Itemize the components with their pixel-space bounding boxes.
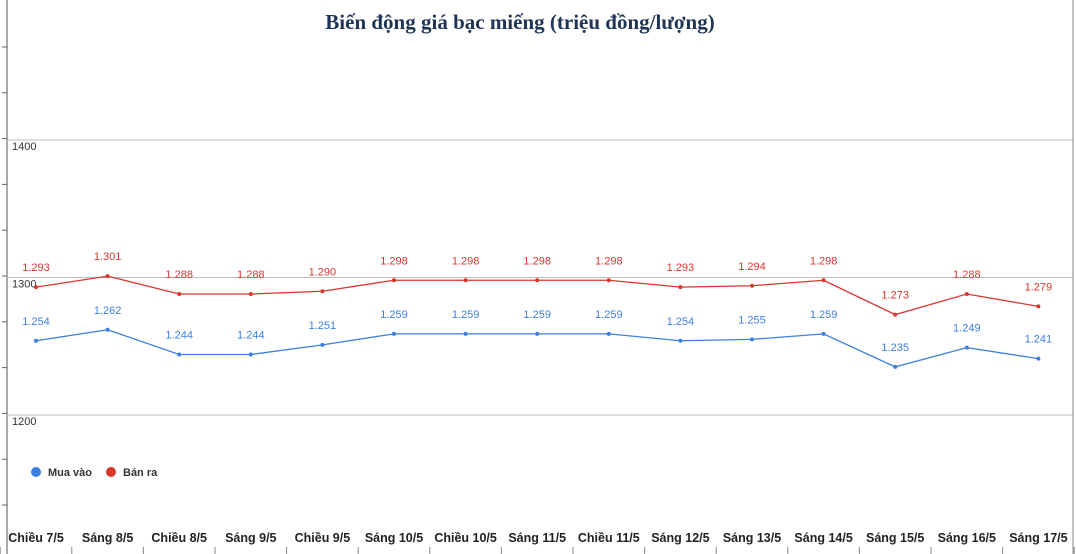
data-point-ban-ra bbox=[750, 283, 754, 288]
data-label-ban-ra: 1.290 bbox=[309, 266, 337, 278]
data-point-ban-ra bbox=[1036, 304, 1041, 309]
data-point-ban-ra bbox=[821, 278, 826, 283]
x-tick-label: Sáng 15/5 bbox=[866, 531, 924, 545]
data-point-ban-ra bbox=[392, 278, 396, 283]
data-label-ban-ra: 1.288 bbox=[237, 269, 265, 281]
legend-marker-mua-vao bbox=[31, 467, 41, 477]
data-point-ban-ra bbox=[320, 289, 325, 294]
legend-label-mua-vao: Mua vào bbox=[48, 467, 92, 479]
legend-marker-ban-ra bbox=[106, 467, 116, 477]
x-tick-label: Sáng 13/5 bbox=[723, 531, 781, 545]
data-label-ban-ra: 1.298 bbox=[452, 255, 480, 267]
x-tick-label: Sáng 16/5 bbox=[938, 531, 996, 545]
data-label-mua-vao: 1.251 bbox=[309, 320, 337, 332]
x-tick-label: Chiều 9/5 bbox=[295, 531, 351, 545]
data-point-ban-ra bbox=[964, 292, 969, 296]
data-label-ban-ra: 1.293 bbox=[667, 262, 695, 274]
data-point-mua-vao bbox=[248, 352, 253, 357]
x-tick-label: Sáng 11/5 bbox=[508, 531, 566, 545]
data-point-ban-ra bbox=[248, 292, 253, 296]
x-tick-label: Sáng 17/5 bbox=[1009, 531, 1067, 545]
data-point-ban-ra bbox=[105, 274, 110, 279]
y-tick-label-1400: 1400 bbox=[12, 141, 36, 153]
data-label-ban-ra: 1.288 bbox=[165, 269, 193, 281]
x-tick-label: Sáng 9/5 bbox=[225, 531, 276, 545]
data-label-ban-ra: 1.298 bbox=[595, 255, 623, 267]
data-label-mua-vao: 1.244 bbox=[165, 330, 193, 342]
data-label-mua-vao: 1.259 bbox=[380, 309, 408, 321]
data-label-mua-vao: 1.259 bbox=[595, 309, 623, 321]
chart-title: Biến động giá bạc miếng (triệu đồng/lượn… bbox=[325, 10, 715, 34]
data-point-mua-vao bbox=[463, 331, 468, 336]
data-label-ban-ra: 1.293 bbox=[22, 262, 50, 274]
data-label-mua-vao: 1.255 bbox=[738, 314, 766, 326]
data-point-ban-ra bbox=[34, 285, 38, 290]
data-point-mua-vao bbox=[34, 338, 38, 343]
data-label-mua-vao: 1.244 bbox=[237, 330, 265, 342]
x-tick-label: Chiều 10/5 bbox=[434, 531, 497, 545]
x-tick-label: Chiều 7/5 bbox=[8, 531, 64, 545]
y-tick-label-1300: 1300 bbox=[12, 279, 36, 291]
data-label-mua-vao: 1.262 bbox=[94, 305, 122, 317]
x-tick-label: Sáng 12/5 bbox=[651, 531, 709, 545]
data-label-mua-vao: 1.235 bbox=[881, 342, 909, 354]
x-tick-label: Chiều 11/5 bbox=[578, 531, 640, 545]
data-point-mua-vao bbox=[893, 364, 898, 369]
x-tick-label: Sáng 8/5 bbox=[82, 531, 133, 545]
data-point-mua-vao bbox=[964, 345, 969, 350]
data-point-ban-ra bbox=[535, 278, 540, 283]
data-point-ban-ra bbox=[678, 285, 683, 290]
data-point-ban-ra bbox=[463, 278, 468, 283]
data-label-mua-vao: 1.254 bbox=[667, 316, 695, 328]
y-tick-label-1200: 1200 bbox=[12, 416, 36, 428]
data-label-ban-ra: 1.273 bbox=[881, 290, 909, 302]
data-point-mua-vao bbox=[821, 331, 826, 336]
data-point-mua-vao bbox=[1036, 356, 1041, 361]
data-point-ban-ra bbox=[606, 278, 611, 283]
data-point-mua-vao bbox=[392, 331, 396, 336]
data-label-mua-vao: 1.241 bbox=[1025, 334, 1053, 346]
data-label-ban-ra: 1.298 bbox=[810, 255, 838, 267]
data-point-ban-ra bbox=[893, 312, 898, 317]
data-label-ban-ra: 1.294 bbox=[738, 261, 766, 273]
legend-label-ban-ra: Bán ra bbox=[123, 467, 158, 479]
data-label-mua-vao: 1.259 bbox=[523, 309, 551, 321]
data-label-mua-vao: 1.259 bbox=[810, 309, 838, 321]
data-point-mua-vao bbox=[177, 352, 182, 357]
data-label-ban-ra: 1.301 bbox=[94, 251, 122, 263]
data-label-ban-ra: 1.298 bbox=[380, 255, 408, 267]
data-point-ban-ra bbox=[177, 292, 182, 296]
data-label-mua-vao: 1.259 bbox=[452, 309, 480, 321]
data-point-mua-vao bbox=[678, 338, 683, 343]
data-label-ban-ra: 1.279 bbox=[1025, 281, 1053, 293]
data-point-mua-vao bbox=[105, 327, 110, 332]
x-tick-label: Sáng 14/5 bbox=[794, 531, 852, 545]
data-point-mua-vao bbox=[606, 331, 611, 336]
data-label-ban-ra: 1.288 bbox=[953, 269, 981, 281]
data-label-mua-vao: 1.254 bbox=[22, 316, 50, 328]
data-point-mua-vao bbox=[320, 342, 325, 347]
data-point-mua-vao bbox=[535, 331, 540, 336]
x-tick-label: Chiều 8/5 bbox=[151, 531, 207, 545]
data-label-ban-ra: 1.298 bbox=[523, 255, 551, 267]
data-label-mua-vao: 1.249 bbox=[953, 323, 981, 335]
x-tick-label: Sáng 10/5 bbox=[365, 531, 423, 545]
data-point-mua-vao bbox=[750, 337, 754, 342]
